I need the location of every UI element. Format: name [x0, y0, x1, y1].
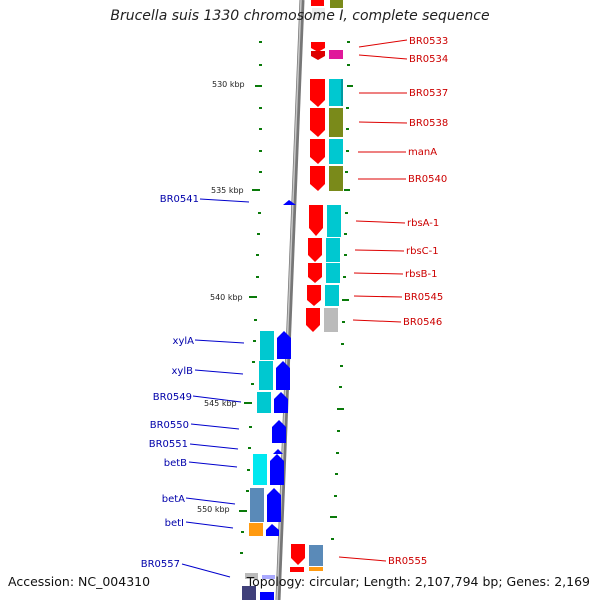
accession-text: Accession: NC_004310: [8, 574, 151, 589]
forward-gene-track: [290, 0, 343, 572]
map-title: Brucella suis 1330 chromosome I, complet…: [110, 8, 490, 24]
chromosome-backbone: [275, 0, 305, 600]
gene-arrow-br0550[interactable]: [272, 420, 286, 443]
right-callout-lines: [338, 39, 408, 562]
gene-label-br0551[interactable]: BR0551: [149, 439, 188, 450]
scale-label: 540 kbp: [210, 293, 243, 302]
gene-arrow-mana[interactable]: [310, 139, 325, 164]
gene-arrow-br0537[interactable]: [310, 79, 325, 107]
gene-arrow[interactable]: [311, 0, 324, 6]
gene-label-mana[interactable]: manA: [408, 147, 437, 158]
gene-arrow-br0555[interactable]: [291, 544, 305, 565]
cog-box: [259, 361, 273, 390]
scale-label: 535 kbp: [211, 186, 244, 195]
topology-text: Topology: circular; Length: 2,107,794 bp…: [246, 574, 590, 589]
gene-label-br0533[interactable]: BR0533: [409, 36, 448, 47]
gene-arrow-br0533[interactable]: [311, 42, 325, 52]
gene-arrow-beti[interactable]: [266, 524, 279, 536]
scale-label: 530 kbp: [212, 80, 245, 89]
gene-arrow-br0538[interactable]: [310, 108, 325, 137]
gene-arrow-rbsa-1[interactable]: [309, 205, 323, 236]
gene-label-rbsb-1[interactable]: rbsB-1: [405, 269, 438, 280]
gene-label-br0541[interactable]: BR0541: [160, 194, 199, 205]
gene-arrow-betb[interactable]: [270, 454, 284, 485]
gene-label-betb[interactable]: betB: [164, 458, 187, 469]
cog-box: [257, 392, 271, 413]
cog-box: [250, 488, 264, 522]
gene-label-br0534[interactable]: BR0534: [409, 54, 448, 65]
cog-box: [325, 285, 339, 306]
gene-label-rbsc-1[interactable]: rbsC-1: [406, 246, 439, 257]
gene-arrow-xylb[interactable]: [276, 361, 290, 390]
gene-label-br0549[interactable]: BR0549: [153, 392, 192, 403]
cog-box: [312, 8, 325, 20]
cog-box: [309, 545, 323, 566]
gene-arrow-br0549[interactable]: [274, 392, 288, 413]
left-callout-lines: [181, 198, 250, 578]
gene-label-br0546[interactable]: BR0546: [403, 317, 442, 328]
gene-label-br0550[interactable]: BR0550: [150, 420, 189, 431]
cog-box: [329, 50, 343, 59]
left-gene-labels: BR0541 xylA xylB BR0549 BR0550 BR0551 be…: [141, 194, 199, 570]
gene-arrow-br0546[interactable]: [306, 308, 320, 332]
cog-box: [326, 238, 340, 262]
gene-arrow-beta[interactable]: [267, 488, 281, 522]
cog-box: [327, 205, 341, 237]
cog-box: [260, 331, 274, 360]
gene-label-br0537[interactable]: BR0537: [409, 88, 448, 99]
gene-label-br0557[interactable]: BR0557: [141, 559, 180, 570]
gene-label-br0540[interactable]: BR0540: [408, 174, 447, 185]
cog-box: [329, 79, 343, 106]
cog-box: [330, 0, 343, 8]
gene-arrow-rbsb-1[interactable]: [308, 263, 322, 283]
cog-box: [249, 523, 263, 536]
gene-label-br0555[interactable]: BR0555: [388, 556, 427, 567]
cog-box: [329, 139, 343, 164]
cog-box: [253, 454, 267, 485]
gene-arrow-br0551[interactable]: [273, 449, 283, 454]
gene-label-xyla[interactable]: xylA: [173, 336, 195, 347]
gene-arrow-br0540[interactable]: [310, 166, 325, 191]
gene-arrow-rbsc-1[interactable]: [308, 238, 322, 262]
right-gene-labels: BR0533 BR0534 BR0537 BR0538 manA BR0540 …: [388, 36, 448, 567]
cog-box: [326, 263, 340, 283]
gene-arrow-br0557[interactable]: [262, 575, 275, 579]
scale-labels: 530 kbp 535 kbp 540 kbp 545 kbp 550 kbp: [197, 80, 245, 514]
tick-track: [239, 41, 353, 554]
gene-arrow-br0534[interactable]: [311, 51, 325, 60]
gene-label-beta[interactable]: betA: [162, 494, 185, 505]
cog-box: [242, 586, 256, 600]
scale-label: 545 kbp: [204, 399, 237, 408]
gene-label-br0538[interactable]: BR0538: [409, 118, 448, 129]
cog-box: [324, 308, 338, 332]
cog-box: [329, 166, 343, 191]
gene-label-rbsa-1[interactable]: rbsA-1: [407, 218, 439, 229]
scale-label: 550 kbp: [197, 505, 230, 514]
gene-arrow-xyla[interactable]: [277, 331, 291, 359]
gene-label-beti[interactable]: betI: [165, 518, 184, 529]
gene-arrow-br0541[interactable]: [283, 200, 296, 205]
cog-box: [245, 573, 258, 579]
gene-arrow-br0545[interactable]: [307, 285, 321, 306]
reverse-gene-track: [242, 200, 296, 600]
gene-label-xylb[interactable]: xylB: [172, 366, 194, 377]
cog-box: [329, 108, 343, 137]
gene-label-br0545[interactable]: BR0545: [404, 292, 443, 303]
